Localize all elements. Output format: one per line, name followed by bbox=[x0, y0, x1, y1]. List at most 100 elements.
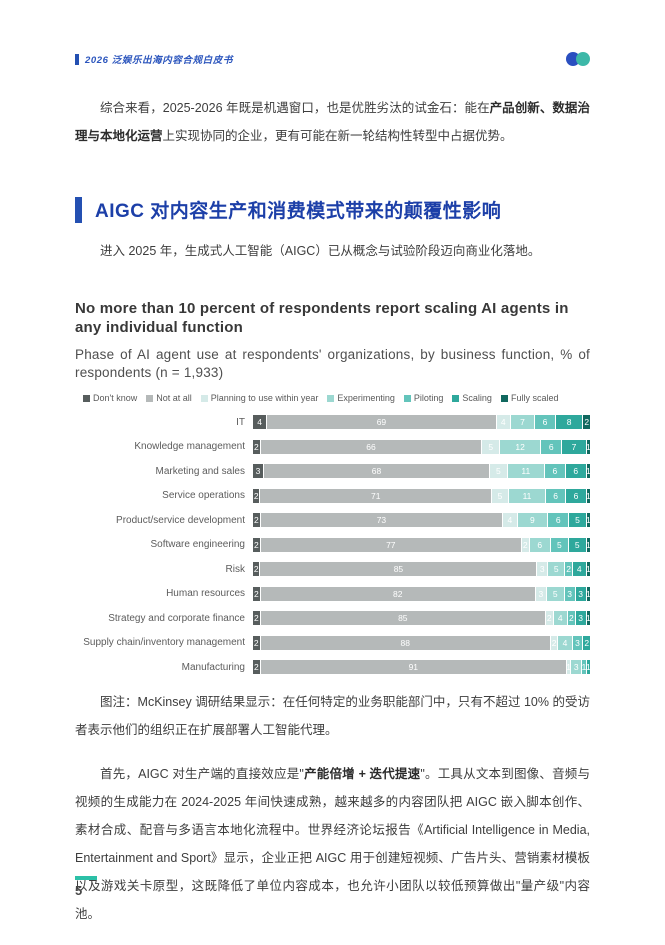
legend-swatch-icon bbox=[146, 394, 154, 402]
chart-subtitle: Phase of AI agent use at respondents' or… bbox=[75, 347, 590, 380]
chart-rows: IT 4 69 4 7 6 8 2 Knowledge management 2 66 5 12 6 7 1 M… bbox=[75, 410, 591, 680]
bar-segment: 2 bbox=[567, 611, 575, 626]
summary-paragraph: 综合来看，2025-2026 年既是机遇窗口，也是优胜劣汰的试金石：能在产品创新… bbox=[75, 94, 590, 150]
chart-legend: Don't know Not at all Planning to use with… bbox=[75, 393, 590, 403]
legend-label: Piloting bbox=[413, 393, 444, 403]
stacked-bar: 2 66 5 12 6 7 1 bbox=[253, 439, 590, 454]
bar-segment: 1 bbox=[566, 660, 571, 675]
bar-segment: 6 bbox=[535, 415, 555, 430]
bar-segment: 6 bbox=[566, 488, 586, 503]
bar-segment: 9 bbox=[517, 513, 548, 528]
legend-swatch-icon bbox=[327, 394, 335, 402]
header-title-group: 2026 泛娱乐出海内容合规白皮书 bbox=[75, 52, 233, 66]
chart-row: Product/service development 2 73 4 9 6 5 1 bbox=[75, 508, 590, 533]
bar-segment: 1 bbox=[586, 464, 590, 479]
legend-label: Don't know bbox=[93, 393, 138, 403]
bar-segment: 5 bbox=[568, 537, 586, 552]
stacked-bar: 4 69 4 7 6 8 2 bbox=[253, 415, 590, 430]
bar-segment: 1 bbox=[586, 562, 590, 577]
summary-text-pre: 综合来看，2025-2026 年既是机遇窗口，也是优胜劣汰的试金石：能在 bbox=[100, 101, 490, 115]
bar-segment: 5 bbox=[569, 513, 586, 528]
bar-segment: 3 bbox=[571, 660, 582, 675]
chart-row: Knowledge management 2 66 5 12 6 7 1 bbox=[75, 435, 590, 460]
section-title: AIGC 对内容生产和消费模式带来的颠覆性影响 bbox=[95, 201, 502, 222]
legend-swatch-icon bbox=[403, 394, 411, 402]
figure-caption: 图注：McKinsey 调研结果显示：在任何特定的业务职能部门中，只有不超过 1… bbox=[75, 694, 590, 737]
bar-segment: 4 bbox=[503, 513, 517, 528]
bar-segment: 5 bbox=[482, 439, 500, 454]
row-label: Marketing and sales bbox=[155, 465, 246, 477]
chart-row: Marketing and sales 3 68 5 11 6 6 1 bbox=[75, 459, 590, 484]
legend-item: Planning to use within year bbox=[200, 393, 318, 403]
bar-segment: 5 bbox=[490, 464, 507, 479]
chart-row: Human resources 2 82 3 5 3 3 1 bbox=[75, 582, 590, 607]
stacked-bar: 2 71 5 11 6 6 1 bbox=[253, 488, 590, 503]
bar-segment: 2 bbox=[253, 488, 260, 503]
row-label: Software engineering bbox=[150, 539, 245, 551]
bar-segment: 6 bbox=[541, 439, 562, 454]
legend-item: Fully scaled bbox=[500, 393, 559, 403]
ai-agents-chart: No more than 10 percent of respondents r… bbox=[75, 299, 591, 680]
bar-segment: 1 bbox=[586, 513, 590, 528]
row-label: Product/service development bbox=[116, 514, 245, 526]
bar-segment: 8 bbox=[555, 415, 583, 430]
legend-swatch-icon bbox=[452, 394, 460, 402]
chart-row: Strategy and corporate finance 2 85 2 4 2 3 1 bbox=[75, 606, 590, 631]
row-label: Manufacturing bbox=[181, 661, 245, 673]
bar-segment: 2 bbox=[565, 562, 572, 577]
section-heading: AIGC 对内容生产和消费模式带来的颠覆性影响 bbox=[75, 196, 590, 223]
bar-segment: 11 bbox=[509, 488, 545, 503]
bar-segment: 2 bbox=[253, 635, 260, 650]
bar-segment: 1 bbox=[586, 660, 590, 675]
brand-logo bbox=[566, 52, 590, 66]
row-label: Strategy and corporate finance bbox=[108, 612, 245, 624]
legend-label: Fully scaled bbox=[510, 393, 559, 403]
bar-segment: 68 bbox=[263, 464, 490, 479]
stacked-bar: 3 68 5 11 6 6 1 bbox=[253, 464, 590, 479]
chart-row: Manufacturing 2 91 1 3 1 1 bbox=[75, 655, 590, 680]
bar-segment: 1 bbox=[586, 537, 591, 552]
bar-segment: 1 bbox=[586, 439, 590, 454]
legend-label: Not at all bbox=[156, 393, 192, 403]
stacked-bar: 2 88 2 4 3 2 bbox=[253, 635, 591, 650]
bar-segment: 11 bbox=[507, 464, 544, 479]
bar-segment: 3 bbox=[572, 635, 583, 650]
stacked-bar: 2 91 1 3 1 1 bbox=[253, 660, 590, 675]
bar-segment: 71 bbox=[260, 488, 491, 503]
bar-segment: 69 bbox=[267, 415, 496, 430]
page-number: 5 bbox=[75, 883, 83, 898]
stacked-bar: 2 77 2 6 5 5 1 bbox=[253, 537, 591, 552]
bar-segment: 2 bbox=[550, 635, 558, 650]
page-header: 2026 泛娱乐出海内容合规白皮书 bbox=[0, 0, 665, 66]
chart-title: No more than 10 percent of respondents r… bbox=[75, 300, 569, 336]
bar-segment: 4 bbox=[572, 562, 586, 577]
bar-segment: 2 bbox=[545, 611, 553, 626]
bar-segment: 2 bbox=[253, 586, 260, 601]
legend-swatch-icon bbox=[83, 394, 90, 402]
bar-segment: 6 bbox=[544, 464, 565, 479]
legend-item: Piloting bbox=[403, 393, 444, 403]
stacked-bar: 2 82 3 5 3 3 1 bbox=[253, 586, 590, 601]
bar-segment: 7 bbox=[562, 439, 586, 454]
row-label: Knowledge management bbox=[134, 441, 245, 453]
legend-label: Experimenting bbox=[337, 393, 395, 403]
legend-item: Not at all bbox=[146, 393, 192, 403]
bar-segment: 4 bbox=[496, 415, 510, 430]
legend-swatch-icon bbox=[500, 394, 508, 402]
bar-segment: 66 bbox=[260, 439, 482, 454]
bar-segment: 3 bbox=[575, 611, 586, 626]
bar-segment: 7 bbox=[510, 415, 535, 430]
legend-item: Scaling bbox=[452, 393, 492, 403]
row-label: Supply chain/inventory management bbox=[83, 637, 245, 649]
bar-segment: 2 bbox=[253, 660, 260, 675]
legend-label: Scaling bbox=[462, 393, 492, 403]
summary-text-bold: 产品创新、数据治理与本地化运营 bbox=[75, 101, 590, 143]
bar-segment: 3 bbox=[537, 562, 548, 577]
row-label: Service operations bbox=[162, 490, 245, 502]
bar-segment: 2 bbox=[253, 611, 260, 626]
bar-segment: 4 bbox=[558, 635, 572, 650]
bar-segment: 82 bbox=[260, 586, 535, 601]
stacked-bar: 2 73 4 9 6 5 1 bbox=[253, 513, 590, 528]
bar-segment: 3 bbox=[564, 586, 575, 601]
stacked-bar: 2 85 2 4 2 3 1 bbox=[253, 611, 590, 626]
